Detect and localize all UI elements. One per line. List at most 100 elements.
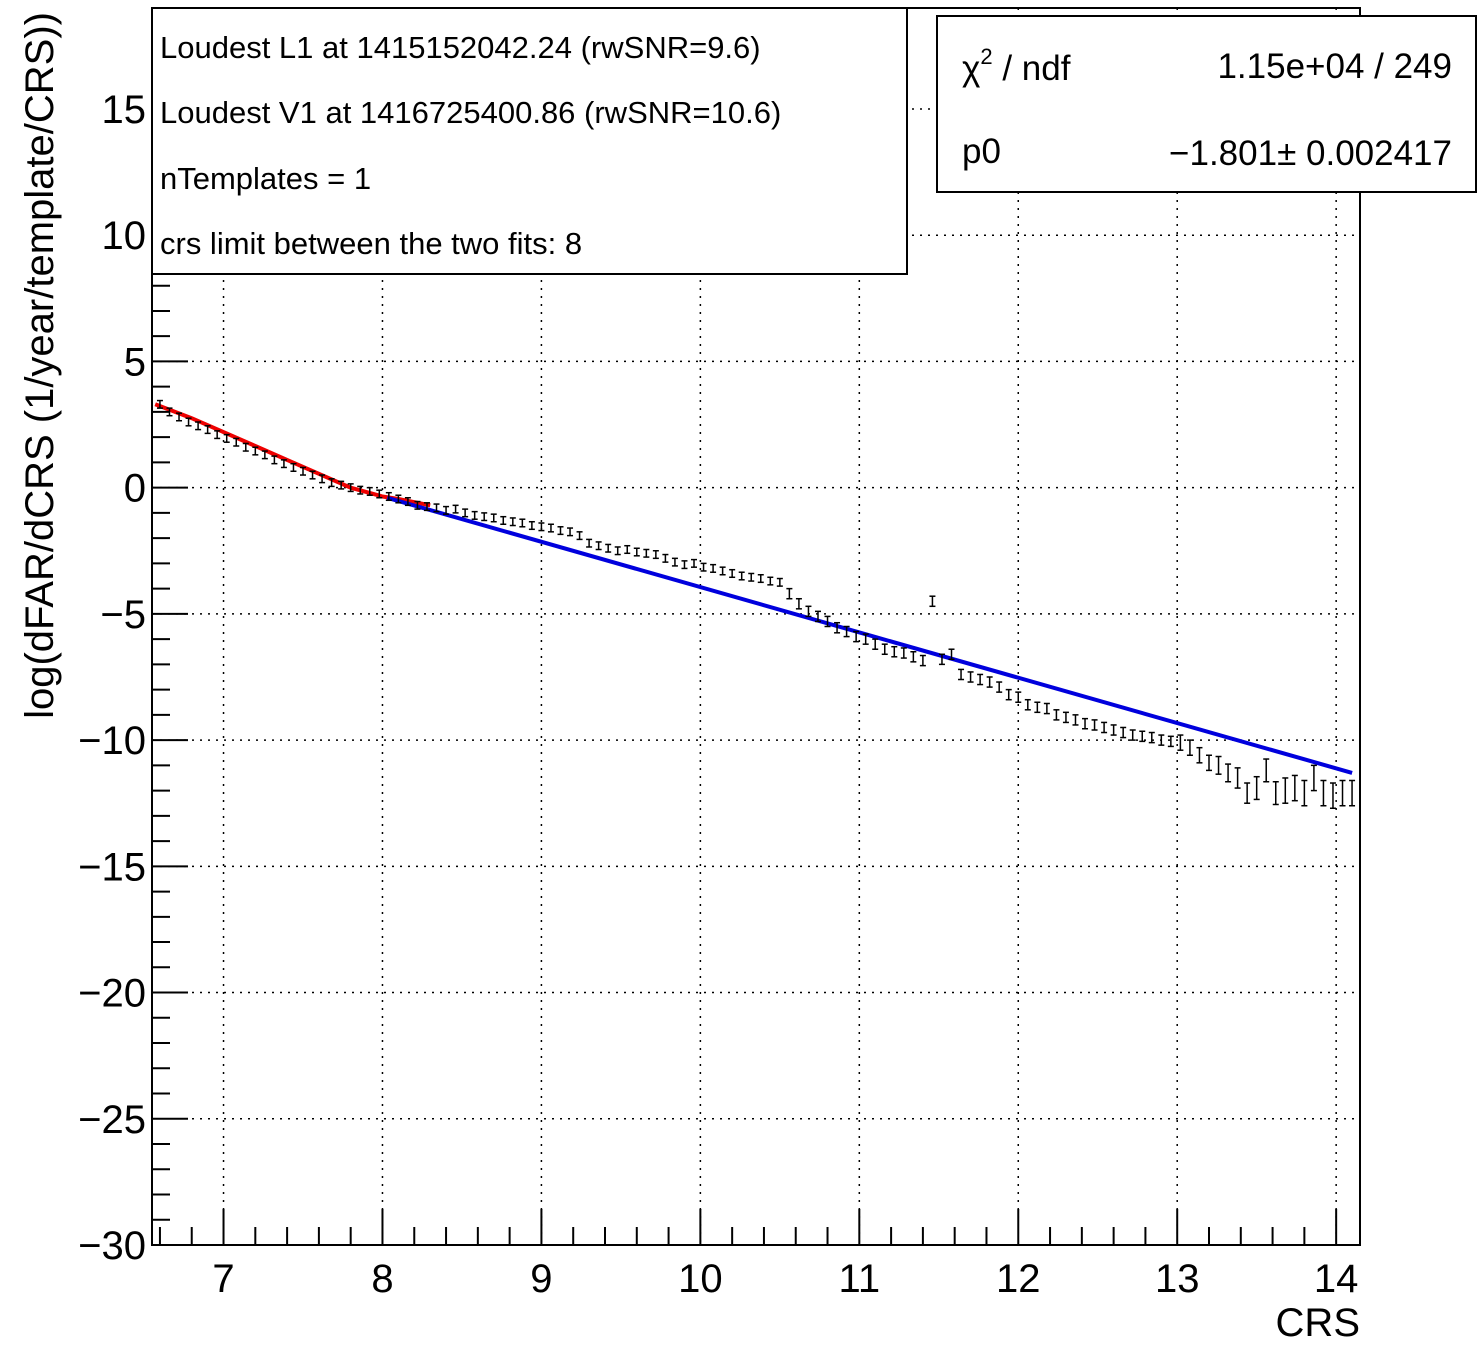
data-point <box>261 450 268 460</box>
data-point <box>710 563 717 573</box>
y-tick-label: 10 <box>102 214 147 258</box>
y-tick-label: −20 <box>78 972 146 1016</box>
data-point <box>1062 711 1069 724</box>
data-point <box>195 421 202 431</box>
data-point <box>1320 779 1327 807</box>
data-point <box>1291 774 1298 802</box>
info-box: Loudest L1 at 1415152042.24 (rwSNR=9.6) … <box>151 7 908 275</box>
stats-p0-value: −1.801± 0.002417 <box>1169 134 1452 173</box>
info-line-loudest-v1: Loudest V1 at 1416725400.86 (rwSNR=10.6) <box>160 95 781 130</box>
stats-chi2-label: χ2 / ndf <box>962 44 1071 88</box>
y-tick-label: −25 <box>78 1098 146 1142</box>
data-point <box>719 566 726 576</box>
data-point <box>757 573 764 584</box>
data-point <box>433 503 440 513</box>
data-point <box>881 643 888 656</box>
data-point <box>1339 779 1346 807</box>
data-point <box>843 625 850 638</box>
data-point <box>1043 702 1050 715</box>
data-point <box>176 412 183 422</box>
data-point <box>271 455 278 465</box>
axis-ticks <box>152 7 1338 1246</box>
data-point <box>671 557 678 567</box>
data-point <box>376 489 383 499</box>
data-point <box>872 638 879 650</box>
data-point <box>452 504 459 514</box>
data-point <box>776 577 783 587</box>
data-point <box>328 478 335 488</box>
data-point <box>519 518 526 528</box>
data-point <box>958 668 965 681</box>
x-tick-label: 10 <box>678 1257 723 1301</box>
data-point <box>977 673 984 686</box>
x-tick-label: 13 <box>1155 1257 1200 1301</box>
data-point <box>919 654 926 667</box>
data-point <box>1272 781 1279 806</box>
data-point <box>738 571 745 581</box>
data-point <box>538 522 545 532</box>
data-point <box>423 502 430 512</box>
data-point <box>786 587 793 600</box>
data-point <box>1139 730 1146 743</box>
data-point <box>1225 763 1232 783</box>
data-point <box>1196 746 1203 764</box>
data-point <box>338 480 345 490</box>
data-point <box>185 417 192 427</box>
data-point <box>1053 709 1060 721</box>
data-point <box>1244 782 1251 804</box>
data-point <box>938 653 945 666</box>
data-point <box>557 526 564 536</box>
data-point <box>1120 726 1127 739</box>
data-point <box>1101 721 1108 734</box>
data-point <box>1206 754 1212 772</box>
data-point <box>204 425 211 435</box>
data-point <box>586 538 593 548</box>
data-point <box>1167 735 1174 748</box>
data-point <box>1024 698 1031 711</box>
data-point <box>1253 775 1260 801</box>
data-point <box>509 517 516 527</box>
data-point <box>834 621 841 634</box>
data-point <box>748 572 755 582</box>
data-point <box>767 576 774 586</box>
data-point <box>1034 701 1041 714</box>
y-tick-label: 5 <box>124 340 146 384</box>
chi2-superscript: 2 <box>980 44 992 69</box>
data-point <box>1082 717 1089 730</box>
info-line-loudest-l1: Loudest L1 at 1415152042.24 (rwSNR=9.6) <box>160 30 761 65</box>
data-point <box>404 497 411 507</box>
data-point <box>242 442 249 452</box>
data-point <box>395 494 402 504</box>
data-point <box>481 512 488 522</box>
data-point <box>1263 758 1270 783</box>
data-point <box>471 510 478 520</box>
data-point <box>309 470 316 480</box>
y-tick-label: −5 <box>100 593 146 637</box>
data-point <box>385 491 392 502</box>
x-tick-label: 9 <box>530 1257 552 1301</box>
info-box-frame <box>151 7 908 275</box>
data-point <box>1158 734 1165 746</box>
data-point <box>986 676 993 688</box>
data-point <box>662 553 669 563</box>
data-point <box>929 595 936 608</box>
data-point <box>366 486 373 496</box>
data-point <box>900 647 907 659</box>
data-point <box>1110 724 1117 736</box>
data-point <box>1349 779 1356 807</box>
x-tick-label: 14 <box>1314 1257 1359 1301</box>
data-point <box>1186 739 1193 756</box>
data-point <box>528 520 535 531</box>
data-point <box>1091 719 1098 731</box>
data-point <box>567 527 574 537</box>
data-point <box>1015 691 1022 703</box>
data-point <box>1282 777 1289 804</box>
data-point <box>1329 782 1336 810</box>
chi2-ndf-label: / ndf <box>993 49 1071 88</box>
data-point <box>280 459 287 469</box>
data-point <box>500 515 507 526</box>
data-point <box>595 541 602 551</box>
data-point <box>1148 731 1155 744</box>
data-point <box>948 648 955 661</box>
data-point <box>614 546 621 556</box>
